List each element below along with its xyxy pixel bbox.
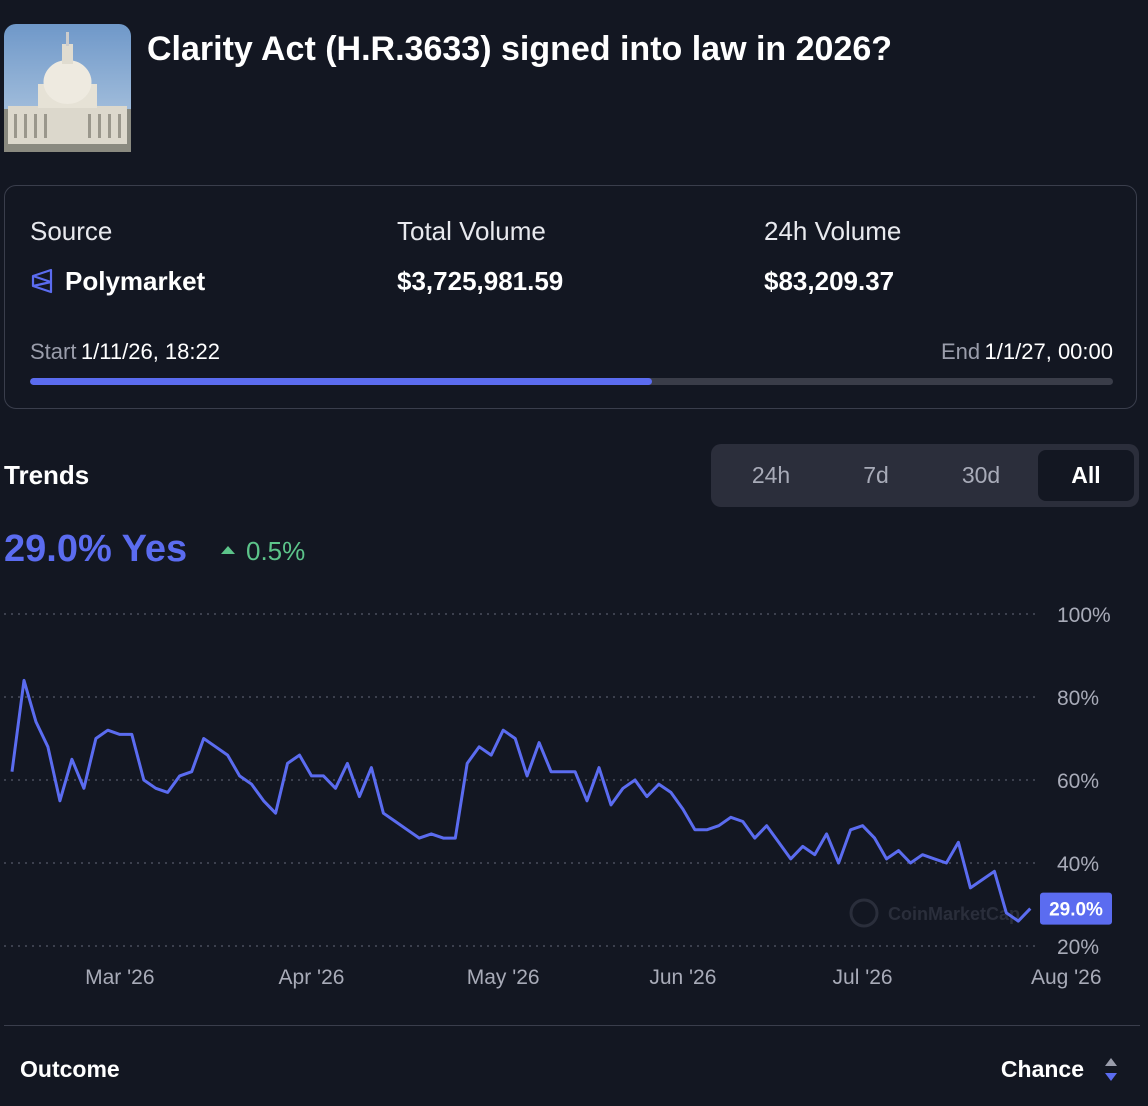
sort-icon[interactable]: [1103, 1056, 1119, 1084]
y-tick-label: 100%: [1057, 604, 1111, 627]
price-line: [10, 678, 1032, 923]
range-tab[interactable]: 30d: [961, 462, 1001, 488]
market-image: [4, 24, 131, 152]
x-tick-label: Jul '26: [833, 966, 893, 989]
source-label: Source: [30, 216, 113, 246]
x-tick-label: Apr '26: [279, 966, 345, 989]
y-tick-label: 80%: [1057, 687, 1099, 710]
start-row: Start 1/11/26, 18:22: [30, 339, 220, 365]
range-tab[interactable]: 24h: [751, 462, 791, 488]
y-tick-label: 40%: [1057, 853, 1099, 876]
divider: [4, 1025, 1140, 1026]
x-tick-label: Mar '26: [85, 966, 154, 989]
x-tick-label: Jun '26: [649, 966, 716, 989]
last-value-badge: [1040, 892, 1112, 925]
source-value: Polymarket: [65, 266, 206, 296]
up-arrow: [221, 546, 235, 554]
start-label: Start: [30, 339, 77, 364]
volume-24h: $83,209.37: [764, 266, 895, 296]
x-tick-label: May '26: [467, 966, 540, 989]
end-row: End 1/1/27, 00:00: [941, 339, 1113, 365]
watermark-logo: [849, 898, 879, 928]
volume-24h-label: 24h Volume: [764, 216, 902, 246]
end-value: 1/1/27, 00:00: [984, 339, 1113, 364]
y-tick-label: 20%: [1057, 936, 1099, 959]
range-tab[interactable]: 7d: [863, 462, 889, 488]
market-title: Clarity Act (H.R.3633) signed into law i…: [147, 30, 893, 68]
end-label: End: [940, 339, 981, 364]
range-tabs: 24h 7d 30d All: [711, 444, 1139, 507]
progress-track: [30, 378, 1113, 385]
headline: 29.0% Yes: [4, 528, 188, 570]
chart: CoinMarketCap 20% 40% 60% 80% 100% Mar '26 Apr …: [4, 604, 1112, 989]
range-tab[interactable]: All: [1038, 450, 1134, 501]
progress-fill: [30, 378, 652, 385]
last-value-label: 29.0%: [1049, 900, 1103, 921]
stats-card: [4, 185, 1137, 409]
x-tick-label: Aug '26: [1031, 966, 1102, 989]
start-value: 1/11/26, 18:22: [80, 339, 220, 364]
trends-title: Trends: [4, 460, 90, 490]
total-volume: $3,725,981.59: [397, 266, 564, 296]
watermark: CoinMarketCap: [888, 904, 1020, 924]
polymarket-logo: [31, 268, 53, 294]
outcome-header: Outcome: [20, 1056, 120, 1082]
y-tick-label: 60%: [1057, 770, 1099, 793]
chance-header[interactable]: Chance: [1000, 1056, 1084, 1082]
change: 0.5%: [246, 536, 306, 566]
total-volume-label: Total Volume: [397, 216, 546, 246]
